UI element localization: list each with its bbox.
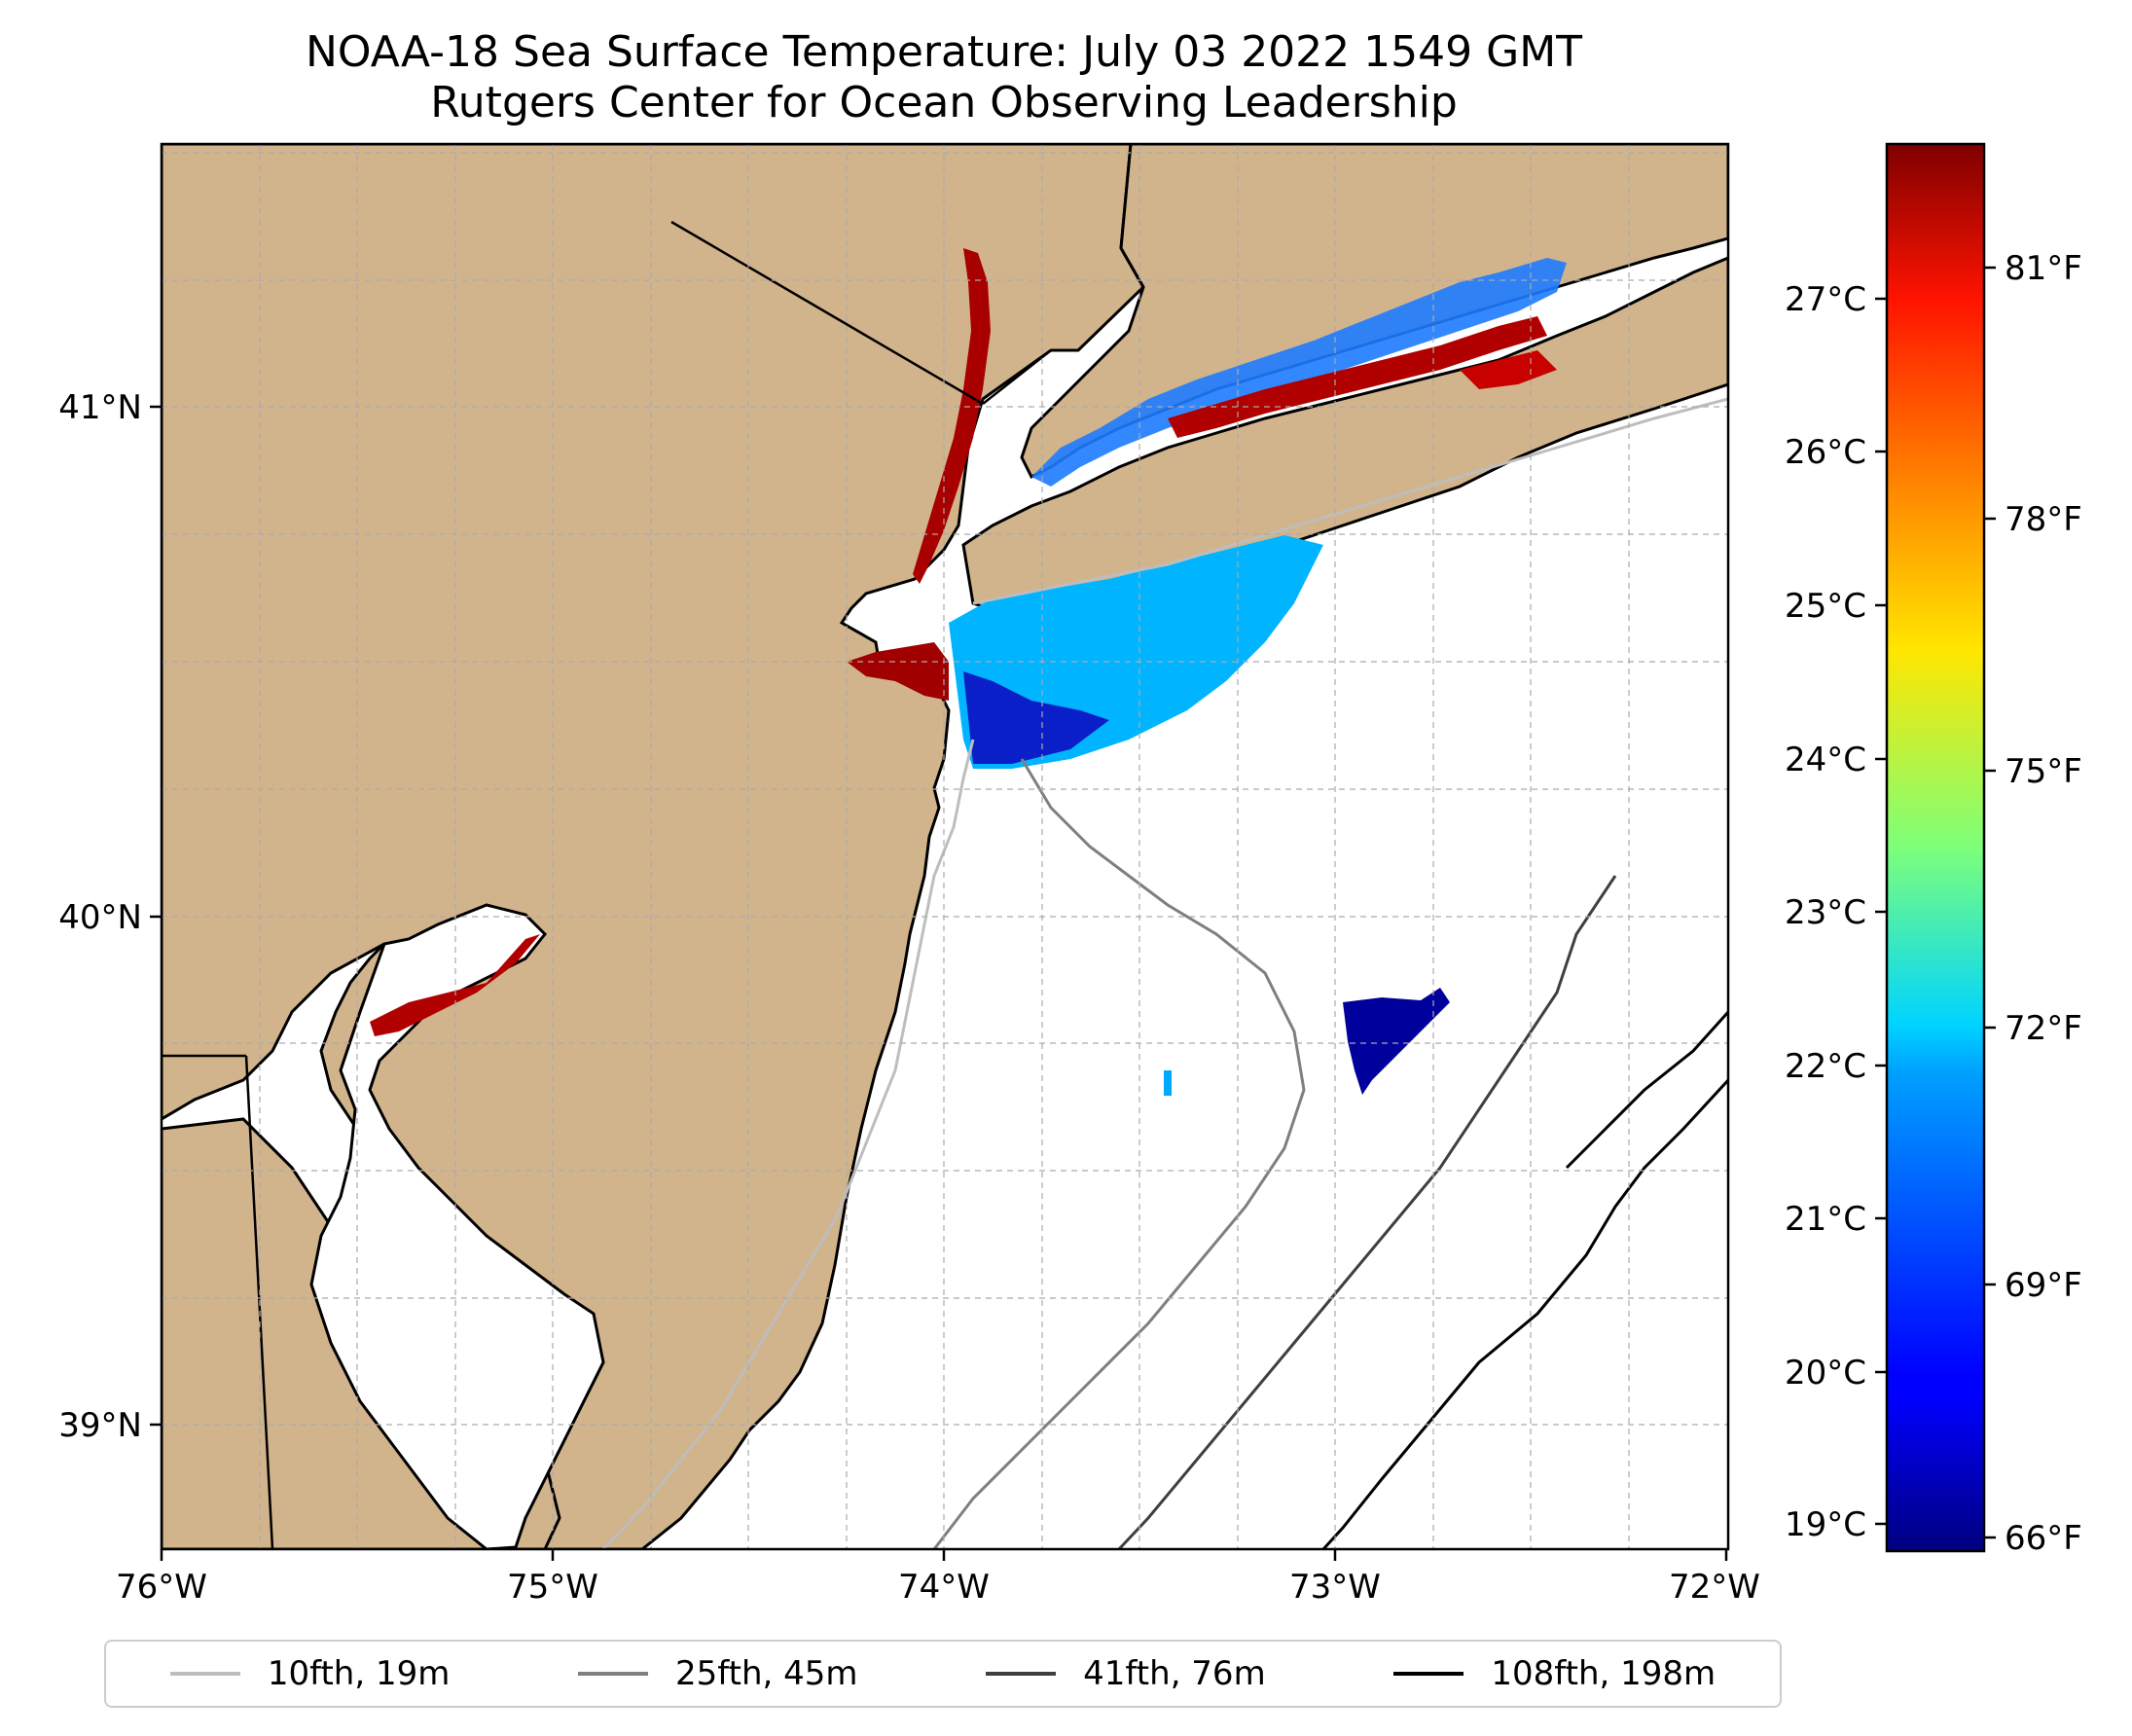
colorbar-celsius-label: 24°C	[1785, 741, 1866, 779]
legend-label: 25fth, 45m	[675, 1654, 858, 1693]
sst-long-island-sound	[1031, 258, 1567, 487]
x-tick-label: 76°W	[116, 1568, 207, 1607]
sst-hudson-warm	[913, 248, 991, 584]
contour-41fth	[1117, 875, 1617, 1549]
state-border-pa-ny	[670, 220, 984, 406]
legend-swatch	[169, 1672, 240, 1676]
legend-label: 108fth, 198m	[1491, 1654, 1716, 1693]
x-tick-label: 75°W	[507, 1568, 598, 1607]
colorbar-fahrenheit-label: 78°F	[2005, 500, 2082, 539]
contour-108fth	[1321, 1078, 1728, 1549]
colorbar-fahrenheit-label: 75°F	[2005, 752, 2082, 791]
contour-25fth	[932, 758, 1306, 1549]
colorbar-celsius-label: 27°C	[1785, 280, 1866, 319]
colorbar-celsius-label: 20°C	[1785, 1354, 1866, 1392]
y-tick-label: 41°N	[58, 388, 142, 427]
colorbar-fahrenheit-label: 81°F	[2005, 249, 2082, 288]
chart-title: NOAA-18 Sea Surface Temperature: July 03…	[305, 27, 1583, 77]
legend-swatch	[1393, 1672, 1464, 1676]
legend-label: 10fth, 19m	[267, 1654, 451, 1693]
colorbar-fahrenheit-label: 69°F	[2005, 1266, 2082, 1305]
legend-item-41fth: 41fth, 76m	[986, 1654, 1266, 1693]
legend-item-10fth: 10fth, 19m	[169, 1654, 451, 1693]
colorbar	[1885, 142, 1986, 1553]
colorbar-fahrenheit-label: 72°F	[2005, 1009, 2082, 1048]
sst-sound-warm	[1168, 316, 1547, 438]
colorbar-fahrenheit-label: 66°F	[2005, 1519, 2082, 1558]
x-tick-label: 72°W	[1669, 1568, 1760, 1607]
state-border-nj-ny	[982, 144, 1145, 405]
land-west	[162, 144, 1145, 1549]
legend-item-108fth: 108fth, 198m	[1393, 1654, 1716, 1693]
chart-subtitle: Rutgers Center for Ocean Observing Leade…	[430, 78, 1458, 127]
colorbar-celsius-label: 23°C	[1785, 893, 1866, 932]
sst-delaware-river	[370, 934, 540, 1036]
colorbar-celsius-ticks	[1875, 297, 1887, 1526]
colorbar-celsius-label: 22°C	[1785, 1047, 1866, 1086]
legend-swatch	[986, 1672, 1057, 1676]
y-tick-label: 40°N	[58, 898, 142, 937]
x-tick-label: 73°W	[1289, 1568, 1381, 1607]
colorbar-celsius-label: 19°C	[1785, 1505, 1866, 1544]
legend-item-25fth: 25fth, 45m	[578, 1654, 858, 1693]
colorbar-fahrenheit-ticks	[1984, 266, 1996, 1539]
sst-small-patch	[1164, 1070, 1172, 1096]
sst-sound-warm-east	[1460, 350, 1557, 389]
legend-swatch	[578, 1672, 648, 1676]
x-tick-label: 74°W	[898, 1568, 990, 1607]
gridlines	[162, 144, 1728, 1549]
colorbar-celsius-label: 25°C	[1785, 587, 1866, 626]
contour-10fth	[601, 739, 975, 1549]
colorbar-celsius-label: 26°C	[1785, 433, 1866, 472]
sst-offshore-cold	[1343, 988, 1450, 1095]
contour-108fth-east	[1565, 1010, 1728, 1170]
y-tick-label: 39°N	[58, 1406, 142, 1445]
sst-ny-bight-cold	[963, 671, 1109, 764]
axis-ticks	[150, 405, 1728, 1561]
sst-raritan-warm	[847, 642, 949, 701]
legend-label: 41fth, 76m	[1083, 1654, 1266, 1693]
contour-legend: 10fth, 19m 25fth, 45m 41fth, 76m 108fth,…	[104, 1640, 1782, 1708]
contour-10fth-li	[972, 397, 1728, 605]
colorbar-celsius-label: 21°C	[1785, 1200, 1866, 1239]
map-area	[162, 144, 1728, 1549]
